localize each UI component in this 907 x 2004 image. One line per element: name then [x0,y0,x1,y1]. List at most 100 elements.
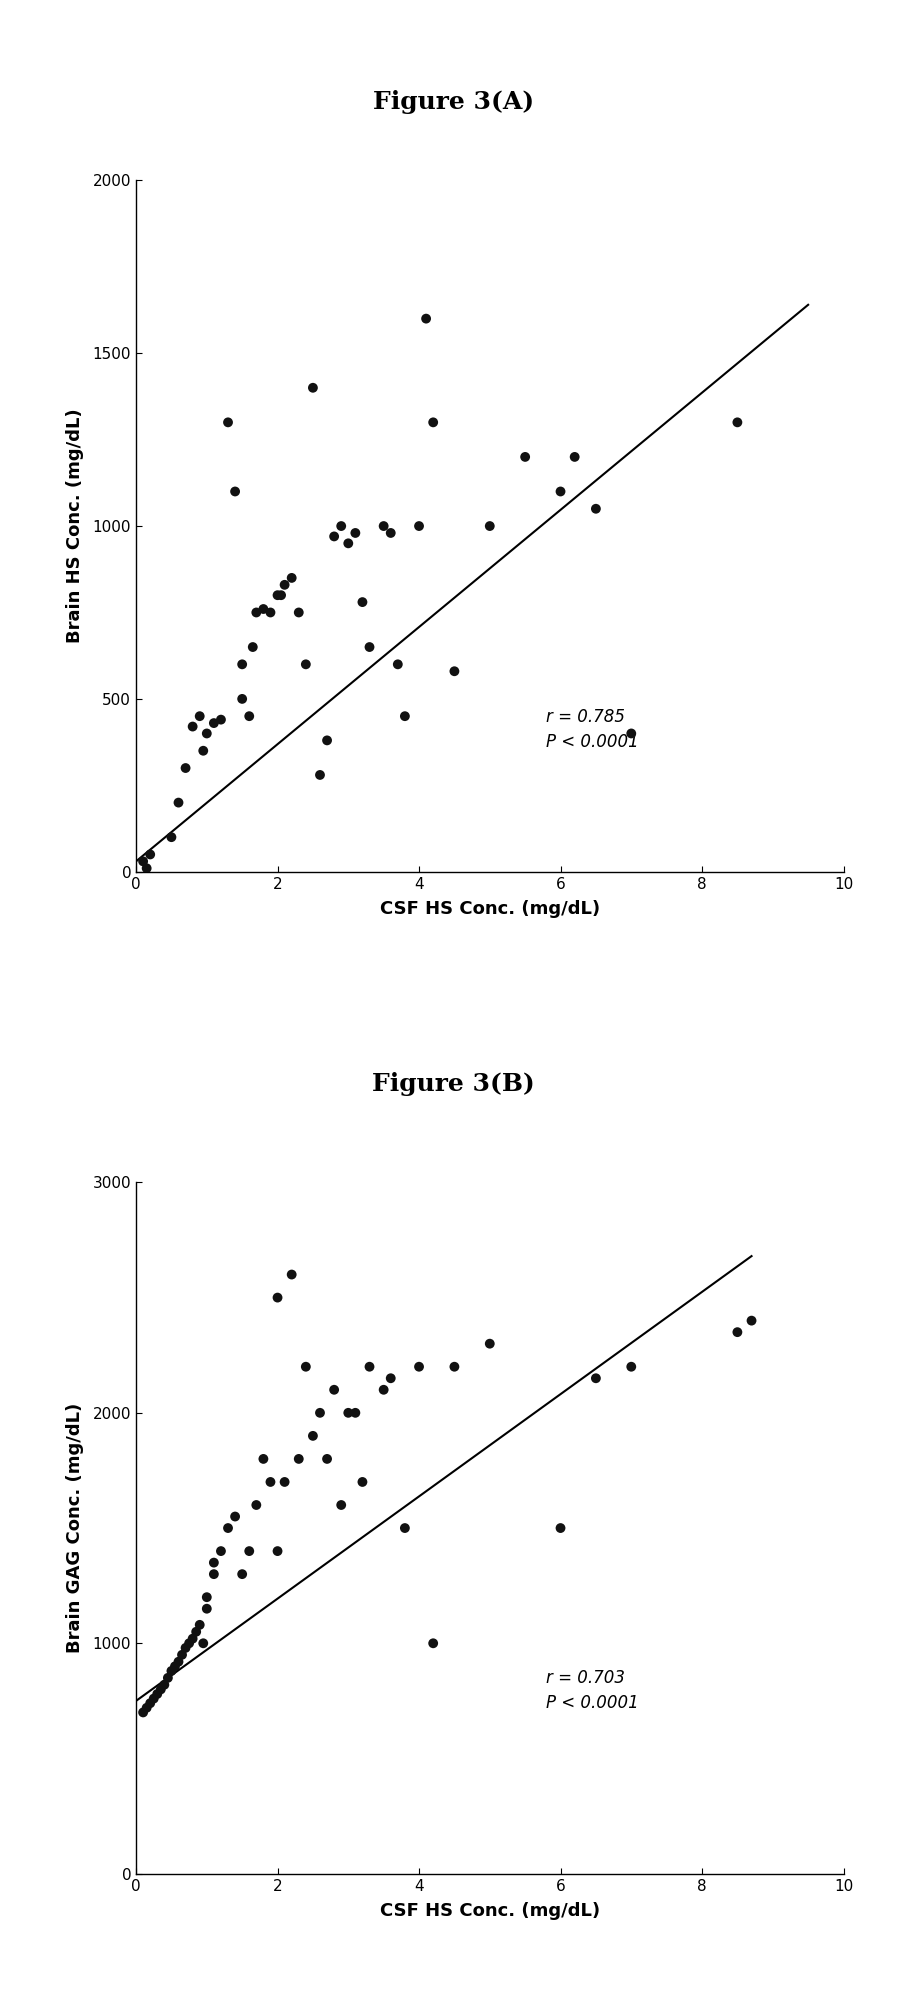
Point [171,788,186,820]
Point [140,1691,154,1723]
Point [745,1305,759,1337]
Y-axis label: Brain HS Conc. (mg/dL): Brain HS Conc. (mg/dL) [66,409,84,643]
X-axis label: CSF HS Conc. (mg/dL): CSF HS Conc. (mg/dL) [380,900,600,918]
Point [164,822,179,854]
Point [327,1375,341,1407]
Point [278,569,292,601]
Point [196,735,210,768]
Point [185,1623,200,1655]
Point [189,1615,203,1647]
Point [376,511,391,543]
Point [256,1443,270,1475]
Point [356,1467,370,1499]
Point [270,579,285,611]
Point [327,521,341,553]
Point [150,1677,164,1709]
Point [362,1351,376,1383]
Point [419,303,434,335]
Point [207,707,221,739]
Point [143,838,158,870]
Point [447,655,462,687]
Point [185,711,200,743]
Point [200,717,214,749]
Point [426,1627,441,1659]
Point [143,1687,158,1719]
Point [362,631,376,663]
Point [589,1363,603,1395]
Point [192,699,207,731]
Point [196,1627,210,1659]
Point [341,1397,356,1429]
Text: Figure 3(A): Figure 3(A) [373,90,534,114]
Point [235,683,249,715]
Point [153,1673,168,1705]
Point [334,1489,348,1521]
Text: r = 0.703
P < 0.0001: r = 0.703 P < 0.0001 [546,1669,639,1711]
Point [256,593,270,625]
Point [624,1351,639,1383]
Point [164,1655,179,1687]
Point [306,1419,320,1451]
Point [274,579,288,611]
Point [270,1283,285,1315]
Point [730,1317,745,1349]
Point [397,699,412,731]
Point [235,1559,249,1591]
Point [291,1443,306,1475]
Point [285,561,299,593]
Point [200,1581,214,1613]
Point [200,1593,214,1625]
Point [341,527,356,559]
Point [161,1661,175,1693]
Point [175,1639,190,1671]
Point [214,703,229,735]
Point [298,649,313,681]
Point [376,1375,391,1407]
Text: Figure 3(B): Figure 3(B) [372,1072,535,1096]
Point [192,1609,207,1641]
Point [220,1513,235,1545]
Point [136,1695,151,1727]
Point [412,511,426,543]
Point [348,517,363,549]
Point [412,1351,426,1383]
Point [246,631,260,663]
Point [291,597,306,629]
Point [263,597,278,629]
Point [249,1489,264,1521]
Point [334,511,348,543]
Point [518,441,532,473]
Point [589,493,603,525]
Point [298,1351,313,1383]
Point [270,1535,285,1567]
Point [426,407,441,439]
Point [313,1397,327,1429]
Text: r = 0.785
P < 0.0001: r = 0.785 P < 0.0001 [546,707,639,752]
Point [553,1513,568,1545]
Point [207,1547,221,1579]
Point [384,517,398,549]
Point [140,852,154,884]
Point [220,407,235,439]
Point [447,1351,462,1383]
Point [320,1443,335,1475]
Point [157,1669,171,1701]
Point [568,441,582,473]
Point [249,597,264,629]
Point [171,1645,186,1677]
Point [136,846,151,878]
Point [624,717,639,749]
Point [483,511,497,543]
Point [391,649,405,681]
Point [263,1467,278,1499]
Point [356,585,370,617]
Point [730,407,745,439]
Point [228,1501,242,1533]
Point [285,1259,299,1291]
Point [278,1467,292,1499]
Point [179,1631,193,1663]
Point [397,1513,412,1545]
Point [306,373,320,405]
Point [214,1535,229,1567]
Point [168,1651,182,1683]
